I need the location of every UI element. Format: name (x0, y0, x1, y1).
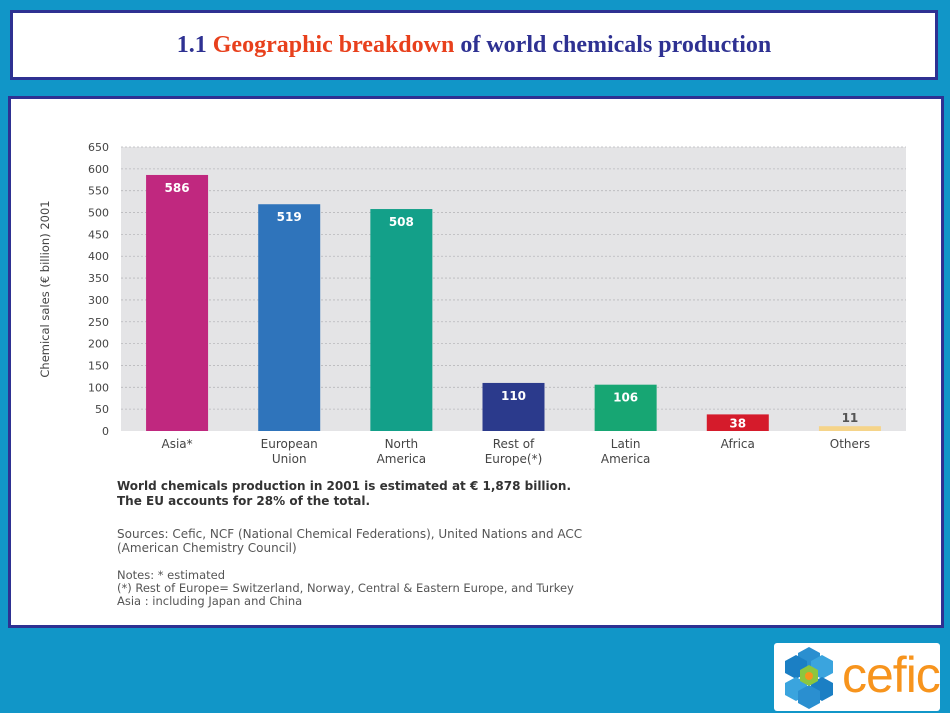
x-tick-label: America (601, 452, 651, 466)
sources-line: Sources: Cefic, NCF (National Chemical F… (117, 527, 583, 541)
x-tick-label: Asia* (161, 437, 192, 451)
logo-text: cefic (842, 647, 941, 703)
bar (258, 204, 321, 431)
bar (482, 382, 545, 431)
bar-value-label: 106 (613, 391, 638, 405)
x-tick-label: Europe(*) (485, 452, 543, 466)
bar (818, 426, 881, 431)
bar-chart: 0 50 100 150 200 250 300 350 400 450 500 550 600 650 C… (38, 141, 906, 466)
title-highlight: Geographic breakdown (212, 31, 455, 58)
x-tick-label: Union (272, 452, 307, 466)
y-tick-label: 600 (88, 163, 109, 176)
slide-title: 1.1 Geographic breakdown of world chemic… (177, 32, 771, 59)
notes-line: Notes: * estimated (117, 568, 226, 582)
y-tick-label: 100 (88, 381, 109, 394)
x-tick-label: Others (830, 437, 870, 451)
y-tick-label: 650 (88, 141, 109, 154)
slide-title-box: 1.1 Geographic breakdown of world chemic… (10, 10, 938, 80)
notes-line: (*) Rest of Europe= Switzerland, Norway,… (117, 581, 574, 595)
title-suffix: of world chemicals production (460, 31, 772, 58)
bar (706, 414, 769, 431)
summary-line: The EU accounts for 28% of the total. (117, 494, 371, 508)
chart-panel: 0 50 100 150 200 250 300 350 400 450 500 550 600 650 C… (8, 96, 944, 628)
notes-text: Notes: * estimated (*) Rest of Europe= S… (117, 569, 857, 608)
bar-value-label: 38 (729, 416, 746, 430)
x-tick-label: North (385, 437, 419, 451)
title-prefix: 1.1 (176, 31, 207, 58)
x-tick-label: America (377, 452, 427, 466)
y-tick-label: 300 (88, 294, 109, 307)
x-tick-label: Latin (611, 437, 641, 451)
bar (594, 384, 657, 431)
y-tick-label: 150 (88, 359, 109, 372)
y-tick-label: 400 (88, 250, 109, 263)
y-tick-label: 50 (95, 403, 109, 416)
summary-line: World chemicals production in 2001 is es… (117, 479, 572, 493)
sources-text: Sources: Cefic, NCF (National Chemical F… (117, 527, 857, 555)
x-tick-label: Rest of (493, 437, 535, 451)
bar-value-label: 110 (501, 389, 526, 403)
summary-text: World chemicals production in 2001 is es… (117, 479, 857, 509)
bar-value-label: 519 (277, 210, 302, 224)
y-tick-label: 250 (88, 316, 109, 329)
chart-notes: World chemicals production in 2001 is es… (117, 479, 857, 608)
bar (370, 209, 433, 431)
bar-value-label: 508 (389, 215, 414, 229)
y-tick-label: 0 (102, 425, 109, 438)
y-tick-label: 500 (88, 207, 109, 220)
y-tick-label: 450 (88, 228, 109, 241)
y-tick-label: 350 (88, 272, 109, 285)
bar (146, 174, 209, 431)
y-tick-label: 550 (88, 185, 109, 198)
y-tick-label: 200 (88, 338, 109, 351)
sources-line: (American Chemistry Council) (117, 541, 297, 555)
notes-line: Asia : including Japan and China (117, 594, 303, 608)
bar-value-label: 11 (842, 411, 859, 425)
x-tick-label: European (261, 437, 318, 451)
cefic-logo: cefic (774, 643, 941, 711)
bar-value-label: 586 (165, 181, 190, 195)
cefic-hexagon-icon (785, 647, 833, 709)
x-tick-label: Africa (721, 437, 755, 451)
y-axis-label: Chemical sales (€ billion) 2001 (38, 200, 52, 377)
